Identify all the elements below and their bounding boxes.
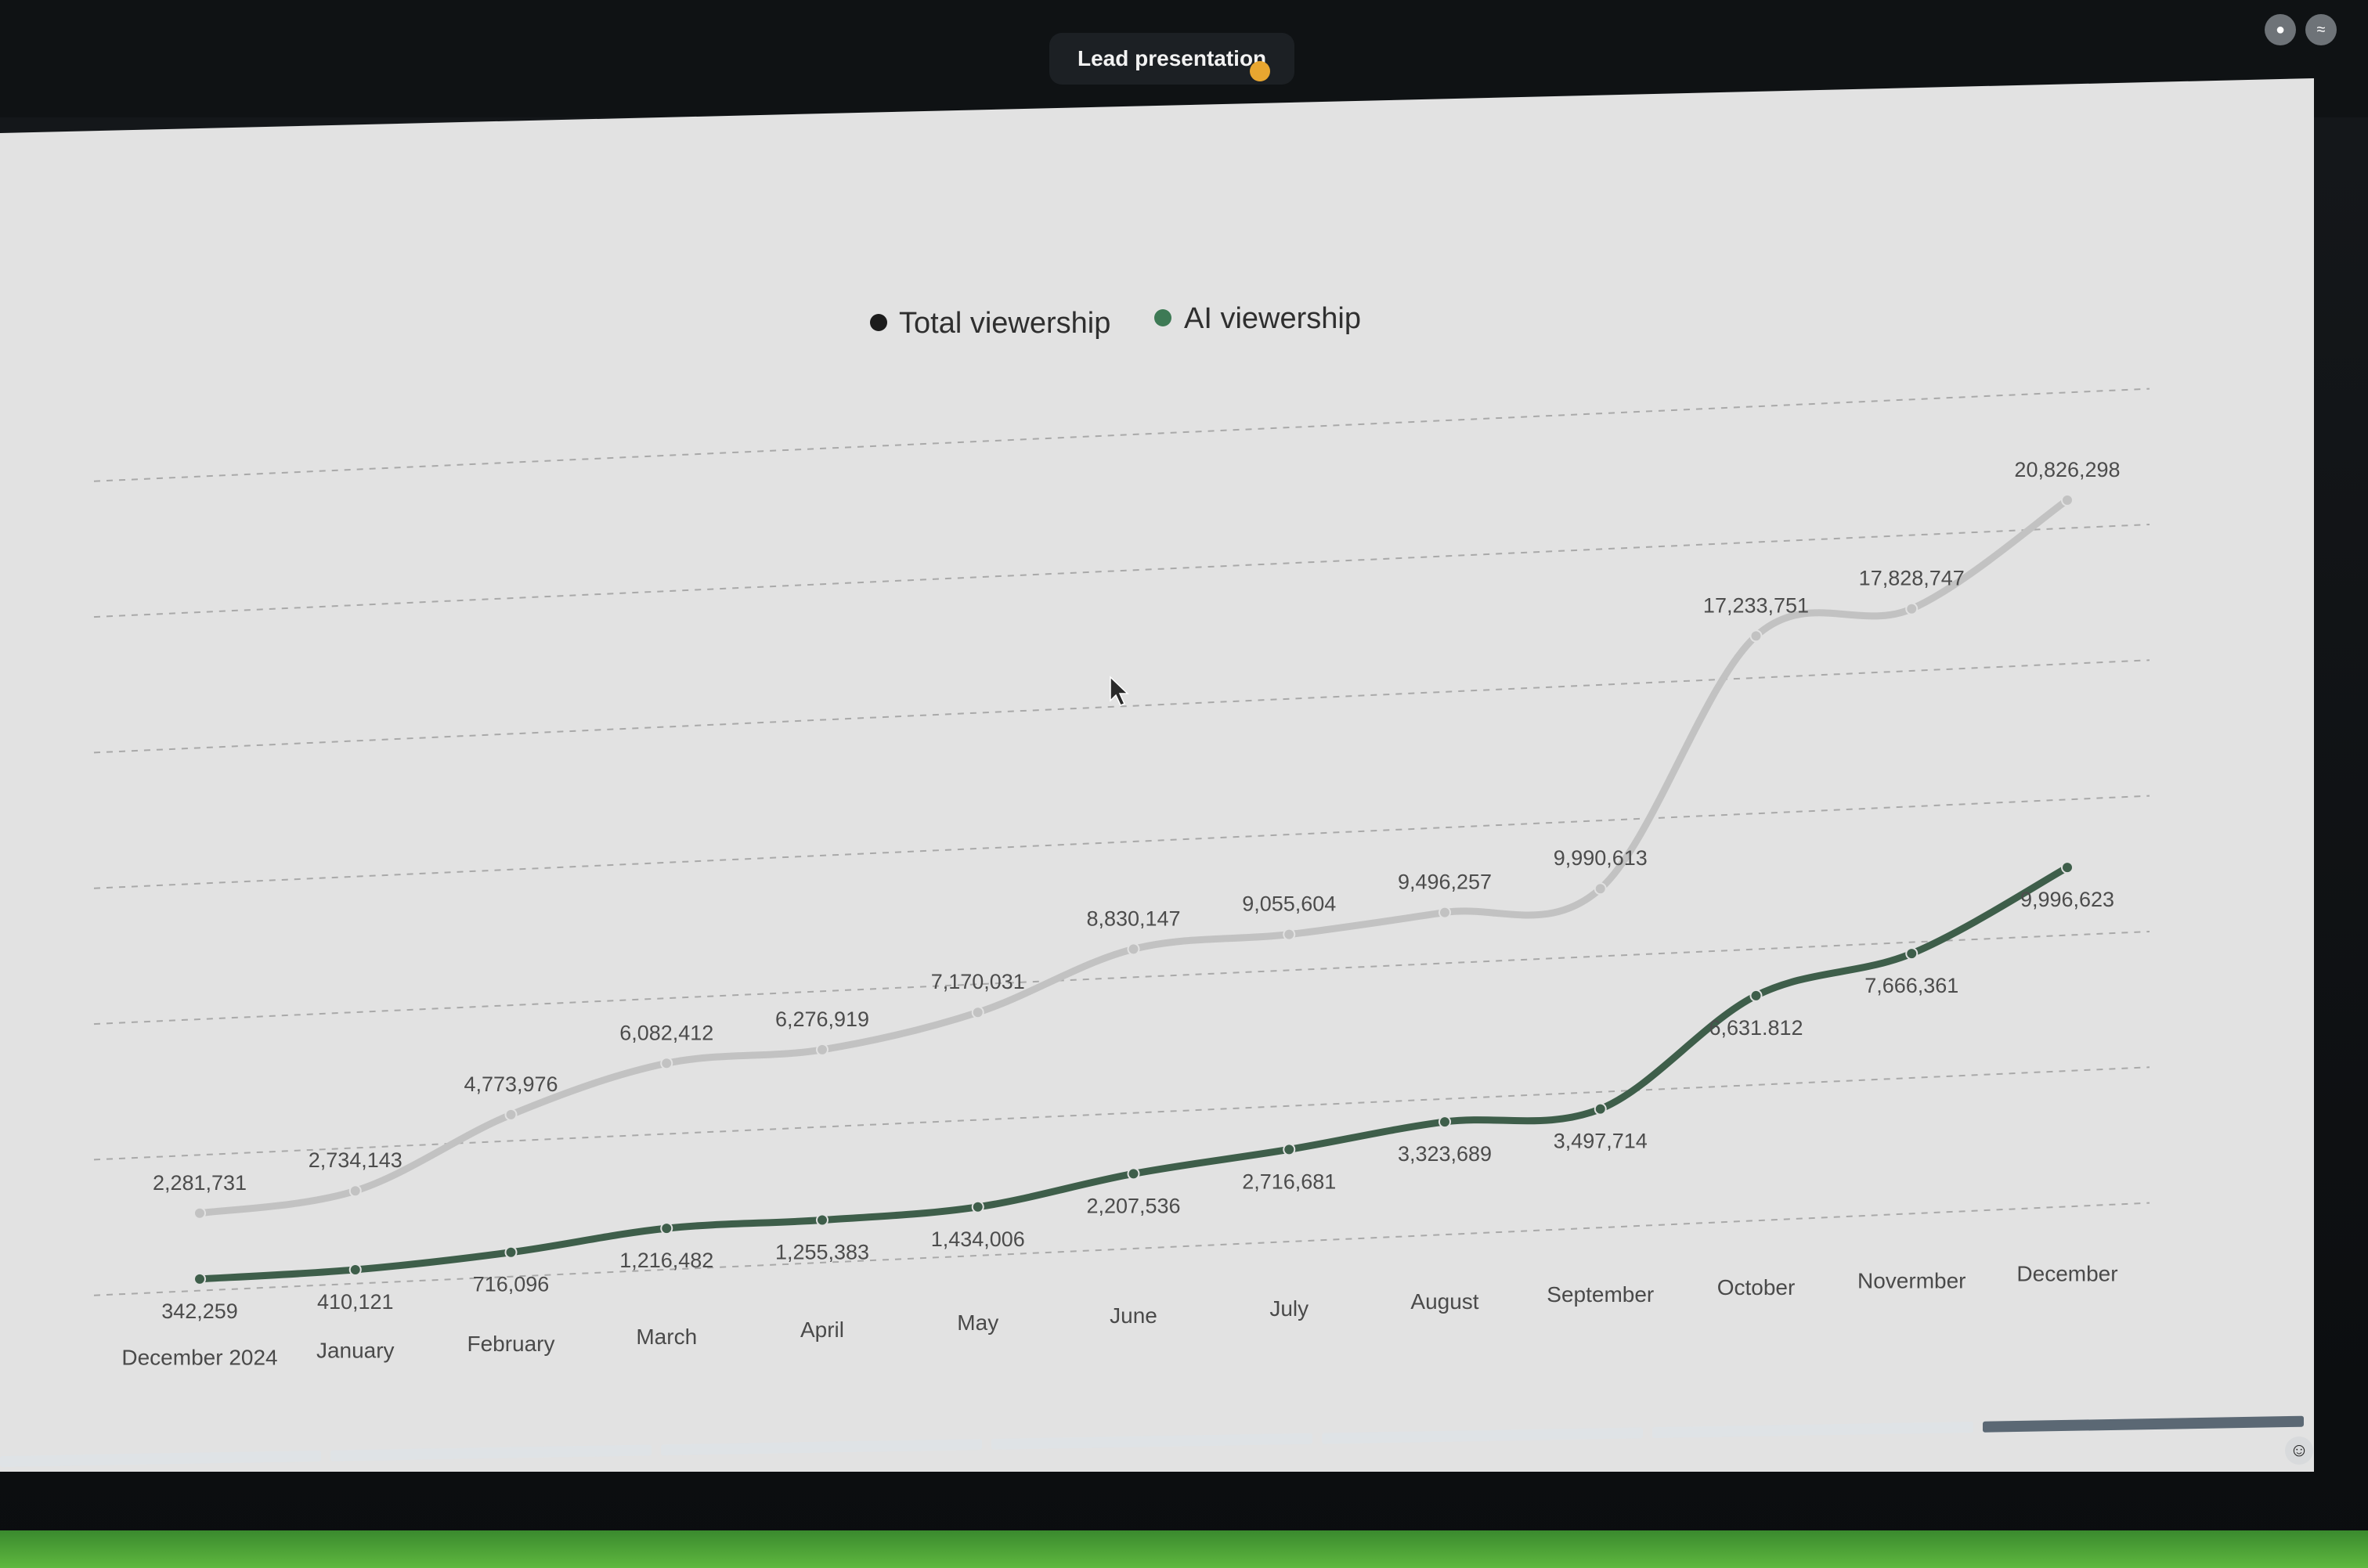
- top-right-icons: ● ≈: [2265, 14, 2337, 45]
- total-viewership-point: [1283, 928, 1296, 941]
- ai-viewership-data-label: 1,216,482: [619, 1249, 713, 1272]
- x-tick-label: December: [2016, 1261, 2117, 1285]
- total-viewership-point: [1127, 943, 1140, 956]
- ai-viewership-data-label: 342,259: [161, 1299, 238, 1323]
- total-viewership-data-label: 9,055,604: [1242, 892, 1336, 916]
- total-viewership-point: [348, 1184, 362, 1198]
- ai-viewership-data-label: 716,096: [473, 1273, 550, 1296]
- ai-viewership-point: [816, 1213, 828, 1227]
- x-tick-label: August: [1410, 1289, 1478, 1314]
- x-tick-label: December 2024: [121, 1346, 277, 1370]
- presenter-status-dot: [1250, 61, 1270, 81]
- ai-viewership-point: [971, 1200, 984, 1213]
- legend-ai-label: AI viewership: [1184, 302, 1361, 335]
- total-viewership-point: [504, 1108, 518, 1121]
- total-viewership-data-label: 2,734,143: [309, 1148, 402, 1172]
- legend-total-label: Total viewership: [899, 307, 1110, 340]
- ai-viewership-point: [1905, 947, 1919, 961]
- desk-background: [0, 1530, 2368, 1568]
- total-viewership-point: [816, 1043, 828, 1056]
- total-viewership-data-label: 6,082,412: [619, 1021, 713, 1044]
- total-viewership-point: [1905, 602, 1919, 615]
- ai-viewership-point: [348, 1263, 362, 1276]
- presentation-screen: Total viewership AI viewership 2,281,731 2…: [0, 78, 2314, 1472]
- ai-viewership-point: [1283, 1143, 1296, 1156]
- viewership-line-chart: Total viewership AI viewership 2,281,731 2…: [93, 302, 2150, 1370]
- total-viewership-data-label: 9,990,613: [1554, 846, 1648, 870]
- gridline: [93, 523, 2150, 618]
- total-viewership-data-label: 9,496,257: [1398, 871, 1492, 894]
- x-tick-label: January: [316, 1339, 395, 1363]
- total-viewership-point: [193, 1206, 206, 1220]
- x-tick-label: October: [1717, 1275, 1796, 1299]
- x-tick-label: February: [467, 1332, 554, 1356]
- ai-viewership-data-label: 2,716,681: [1242, 1170, 1336, 1193]
- ai-viewership-data-label: 6,631.812: [1709, 1016, 1803, 1040]
- ai-viewership-data-label: 1,255,383: [775, 1240, 869, 1263]
- gridline: [93, 930, 2150, 1026]
- total-viewership-point: [660, 1057, 673, 1070]
- ai-viewership-data-label: 7,666,361: [1864, 974, 1958, 997]
- gridline: [93, 387, 2150, 482]
- gridline: [93, 795, 2150, 889]
- ai-viewership-point: [504, 1245, 518, 1259]
- mouse-cursor-icon: [1110, 676, 1129, 706]
- x-tick-label: March: [636, 1325, 697, 1349]
- total-viewership-point: [1594, 882, 1607, 896]
- avatar-icon[interactable]: ●: [2265, 14, 2296, 45]
- ai-viewership-point: [1438, 1116, 1451, 1129]
- x-tick-label: May: [957, 1310, 998, 1335]
- total-viewership-data-label: 4,773,976: [464, 1072, 558, 1096]
- gridline: [93, 659, 2150, 754]
- ai-viewership-point: [660, 1222, 673, 1235]
- gridline: [93, 1202, 2150, 1296]
- x-tick-label: September: [1547, 1282, 1654, 1307]
- x-tick-label: June: [1110, 1303, 1157, 1328]
- ai-viewership-data-label: 2,207,536: [1086, 1194, 1180, 1217]
- legend-total-dot: [870, 314, 887, 331]
- total-viewership-data-label: 7,170,031: [931, 970, 1025, 993]
- ai-viewership-point: [1749, 989, 1763, 1002]
- ai-viewership-point: [193, 1272, 206, 1285]
- total-viewership-data-label: 17,233,751: [1703, 593, 1809, 617]
- emoji-reaction-icon[interactable]: ☺: [2285, 1436, 2313, 1465]
- wifi-icon[interactable]: ≈: [2305, 14, 2337, 45]
- ai-viewership-data-label: 1,434,006: [931, 1227, 1025, 1251]
- ai-viewership-data-label: 3,323,689: [1398, 1142, 1492, 1166]
- ai-viewership-data-label: 410,121: [317, 1290, 394, 1314]
- ai-viewership-point: [2061, 861, 2074, 874]
- total-viewership-data-label: 2,281,731: [153, 1171, 247, 1195]
- ai-viewership-point: [1594, 1102, 1607, 1116]
- total-viewership-point: [1438, 906, 1451, 919]
- total-viewership-data-label: 8,830,147: [1086, 907, 1180, 930]
- ai-viewership-point: [1127, 1167, 1140, 1181]
- gridline: [93, 1066, 2150, 1161]
- x-tick-label: April: [800, 1317, 844, 1342]
- total-viewership-point: [2061, 493, 2074, 506]
- x-tick-label: July: [1269, 1296, 1309, 1321]
- total-viewership-data-label: 20,826,298: [2014, 458, 2120, 481]
- ai-viewership-data-label: 9,996,623: [2020, 888, 2114, 911]
- legend-ai-dot: [1154, 309, 1171, 326]
- total-viewership-point: [971, 1006, 984, 1019]
- total-viewership-data-label: 17,828,747: [1859, 567, 1965, 590]
- x-tick-label: Novermber: [1857, 1268, 1966, 1292]
- ai-viewership-data-label: 3,497,714: [1554, 1130, 1648, 1153]
- total-viewership-point: [1749, 629, 1763, 643]
- total-viewership-data-label: 6,276,919: [775, 1007, 869, 1031]
